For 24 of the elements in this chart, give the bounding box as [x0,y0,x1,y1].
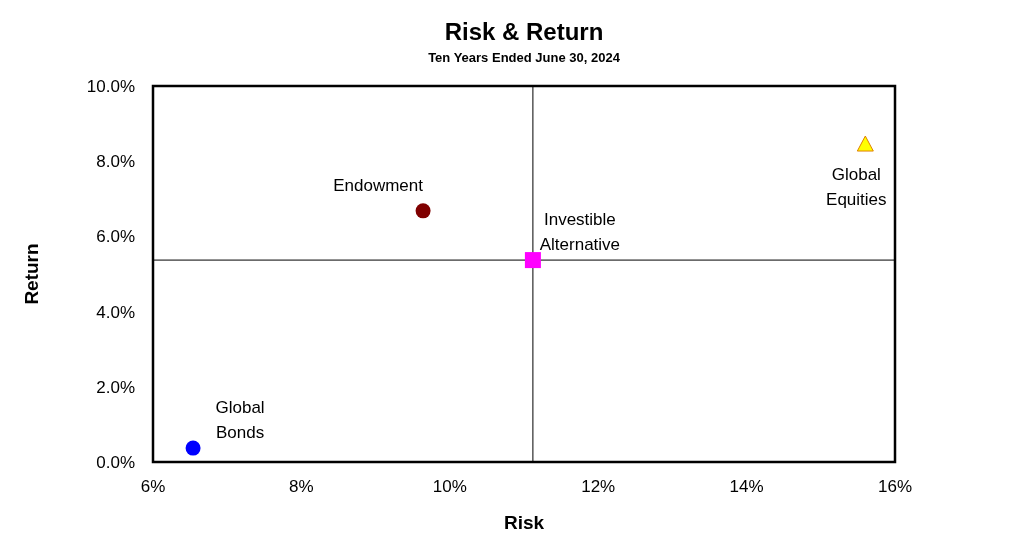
y-tick-label: 4.0% [96,302,135,322]
chart-subtitle: Ten Years Ended June 30, 2024 [428,50,621,65]
point [415,203,431,219]
series-label: Investible Alternative [539,210,621,255]
y-tick-label: 8.0% [96,152,135,172]
x-tick-label: 14% [729,477,764,496]
chart-title: Risk & Return [444,18,604,45]
series-label: Endowment [333,175,424,195]
point [856,135,874,152]
series-label: Global Equities [826,165,887,210]
x-tick-label: 16% [877,477,913,496]
y-tick-label: 2.0% [96,377,135,397]
y-tick-label: 6.0% [96,227,135,247]
x-tick-label: 10% [432,477,467,496]
x-tick-label: 12% [581,477,616,496]
y-tick-label: 0.0% [96,453,135,472]
y-tick-label: 10.0% [86,77,135,96]
point [185,440,201,456]
y-axis-title: Return [21,243,42,305]
point [524,252,541,269]
x-axis-title: Risk [503,512,545,533]
series-label: Global Bonds [215,398,265,443]
x-tick-label: 6% [140,477,166,496]
x-tick-label: 8% [289,477,314,496]
